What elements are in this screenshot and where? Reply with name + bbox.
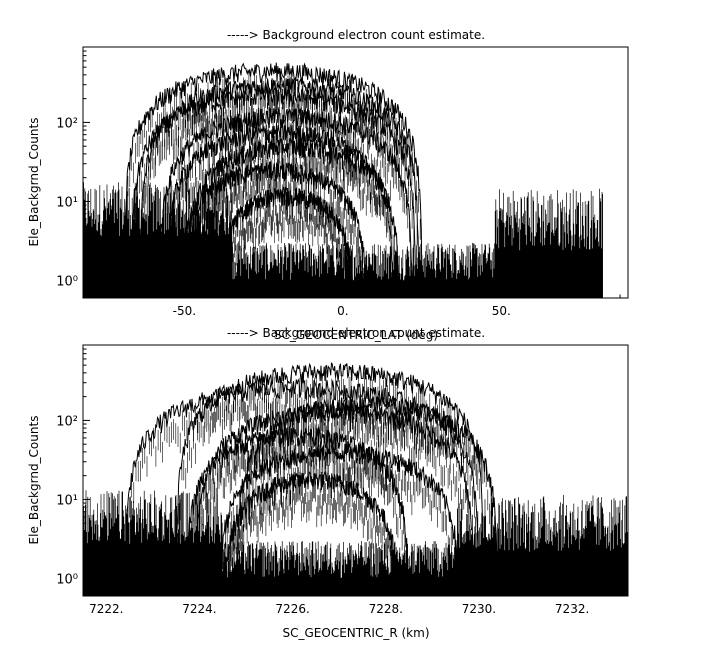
x-tick-label: 7224. xyxy=(182,602,216,616)
series-trace-6 xyxy=(184,136,401,290)
y-tick-label: 10⁰ xyxy=(56,572,78,587)
series-trace-5 xyxy=(164,124,394,293)
series-trace-3 xyxy=(130,85,417,291)
series-trace-1 xyxy=(123,62,423,292)
x-axis-label: SC_GEOCENTRIC_LAT (deg) xyxy=(274,328,438,342)
x-tick-label: -50. xyxy=(173,304,196,318)
y-axis-ticks: 10⁰ 10¹ 10² xyxy=(56,46,90,299)
x-tick-label: 7222. xyxy=(89,602,123,616)
y-tick-label: 10¹ xyxy=(56,195,78,210)
y-tick-label: 10² xyxy=(56,116,78,131)
x-axis-label: SC_GEOCENTRIC_R (km) xyxy=(283,626,430,640)
y-tick-label: 10¹ xyxy=(56,493,78,508)
series-trace-8 xyxy=(215,186,356,295)
chart-panel-radius: -----> Background electron count estimat… xyxy=(27,326,629,640)
chart-title: -----> Background electron count estimat… xyxy=(227,28,485,42)
series-spikes-8 xyxy=(215,193,356,298)
chart-title: -----> Background electron count estimat… xyxy=(227,326,485,340)
series-trace-7 xyxy=(222,470,400,592)
series-trace-6 xyxy=(217,443,461,589)
y-tick-label: 10² xyxy=(56,414,78,429)
chart-panel-latitude: -----> Background electron count estimat… xyxy=(27,28,629,342)
x-tick-label: 7226. xyxy=(275,602,309,616)
series-spikes-7 xyxy=(177,169,368,298)
count-traces xyxy=(82,62,603,298)
y-axis-ticks: 10⁰ 10¹ 10² xyxy=(56,344,90,597)
x-tick-label: 7232. xyxy=(555,602,589,616)
x-tick-label: 50. xyxy=(492,304,511,318)
y-tick-label: 10⁰ xyxy=(56,274,78,289)
series-trace-4 xyxy=(194,402,475,578)
x-tick-label: 7228. xyxy=(369,602,403,616)
x-tick-label: 7230. xyxy=(462,602,496,616)
x-axis-ticks: 7222. 7224. 7226. 7228. 7230. 7232. xyxy=(82,589,620,616)
x-tick-label: 0. xyxy=(337,304,348,318)
y-axis-label: Ele_Backgrnd_Counts xyxy=(27,118,41,247)
series-trace-7 xyxy=(177,161,369,295)
count-traces xyxy=(82,362,629,596)
background-noise-trace xyxy=(82,490,629,596)
x-axis-ticks: -50. 0. 50. xyxy=(104,291,621,318)
series-trace-2 xyxy=(124,379,480,587)
y-axis-label: Ele_Backgrnd_Counts xyxy=(27,416,41,545)
